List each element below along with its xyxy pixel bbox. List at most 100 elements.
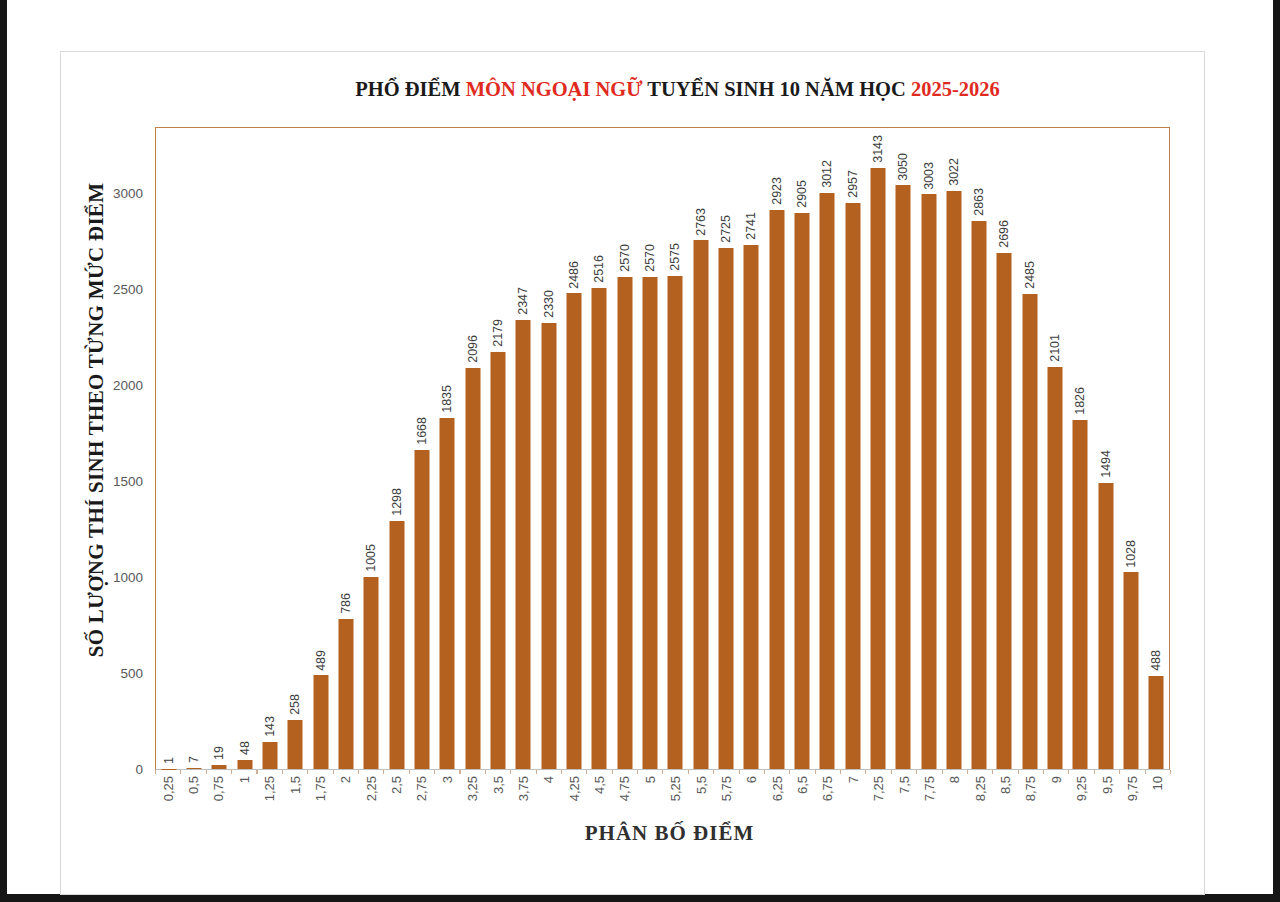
bar (921, 194, 936, 769)
bar-slot: 3012 (815, 128, 840, 769)
bar-value-label: 2516 (593, 255, 606, 283)
bar-value-label: 1668 (416, 417, 429, 445)
y-tick-label: 2500 (95, 283, 143, 297)
x-tick-label: 3,25 (466, 776, 479, 801)
bar-slot: 7 (181, 128, 206, 769)
y-tick-label: 3000 (95, 187, 143, 201)
bar (642, 277, 657, 769)
x-tick-label: 7 (846, 776, 859, 783)
x-tick-label: 4,75 (618, 776, 631, 801)
x-tick-label: 7,75 (922, 776, 935, 801)
bar (389, 521, 404, 769)
bar-value-label: 2741 (745, 212, 758, 240)
x-tick-label: 5,75 (719, 776, 732, 801)
bar-value-label: 1028 (1125, 540, 1138, 568)
bar-slot: 3050 (891, 128, 916, 769)
bar (516, 320, 531, 769)
bar-slot: 2923 (764, 128, 789, 769)
bar (186, 768, 201, 769)
x-tick-label: 4,5 (593, 776, 606, 794)
x-tick-label: 5,5 (694, 776, 707, 794)
bar-value-label: 2570 (618, 244, 631, 272)
bar (364, 577, 379, 769)
bar (769, 210, 784, 769)
x-tick-label: 1,5 (288, 776, 301, 794)
y-tick-label: 1000 (95, 571, 143, 585)
bar-value-label: 143 (264, 716, 277, 737)
bar-slot: 1835 (435, 128, 460, 769)
plot-area: 1719481432584897861005129816681835209621… (155, 127, 1170, 770)
x-axis-title: PHÂN BỐ ĐIỂM (162, 821, 1177, 846)
bar-value-label: 2330 (542, 290, 555, 318)
bars: 1719481432584897861005129816681835209621… (156, 128, 1169, 769)
bar-value-label: 3022 (948, 158, 961, 186)
bar-slot: 1005 (359, 128, 384, 769)
bar-slot: 1 (156, 128, 181, 769)
bar-value-label: 2179 (492, 319, 505, 347)
x-tick-label: 5,25 (669, 776, 682, 801)
bar-slot: 2905 (789, 128, 814, 769)
x-tick-label: 4,25 (567, 776, 580, 801)
bar (338, 619, 353, 769)
bar (946, 191, 961, 769)
bar (870, 168, 885, 769)
bar-value-label: 2575 (669, 243, 682, 271)
page: PHỔ ĐIỂM MÔN NGOẠI NGỮ TUYỂN SINH 10 NĂM… (0, 0, 1280, 902)
bar-value-label: 2485 (1024, 261, 1037, 289)
bar-slot: 2696 (992, 128, 1017, 769)
bar-slot: 3003 (916, 128, 941, 769)
bar-slot: 2741 (739, 128, 764, 769)
bar-slot: 2101 (1042, 128, 1067, 769)
bar (744, 245, 759, 769)
bar-slot: 2516 (587, 128, 612, 769)
x-tick-label: 7,25 (872, 776, 885, 801)
bar (1149, 676, 1164, 769)
bar (288, 720, 303, 769)
bar (1124, 572, 1139, 769)
bar-value-label: 3003 (922, 162, 935, 190)
bar-value-label: 2696 (998, 220, 1011, 248)
bar-slot: 2179 (485, 128, 510, 769)
bar-slot: 48 (232, 128, 257, 769)
bar-slot: 786 (333, 128, 358, 769)
bar (668, 276, 683, 769)
x-tick-label: 8,5 (999, 776, 1012, 794)
bar (1073, 420, 1088, 769)
bar (541, 323, 556, 769)
y-tick-label: 0 (95, 763, 143, 777)
bar (212, 765, 227, 769)
x-tick-label: 6 (745, 776, 758, 783)
bar-value-label: 2347 (517, 287, 530, 315)
x-tick-label: 10 (1151, 776, 1164, 790)
chart-title-part: 2025-2026 (911, 78, 1000, 100)
bar-value-label: 2486 (568, 261, 581, 289)
bar (617, 277, 632, 769)
x-tick-label: 9,75 (1125, 776, 1138, 801)
bar (440, 418, 455, 769)
x-tick-label: 3 (440, 776, 453, 783)
bar-slot: 2485 (1017, 128, 1042, 769)
bar (262, 742, 277, 769)
x-tick-label: 9,5 (1100, 776, 1113, 794)
chart-title: PHỔ ĐIỂM MÔN NGOẠI NGỮ TUYỂN SINH 10 NĂM… (170, 78, 1185, 101)
x-tick-label: 2,75 (415, 776, 428, 801)
bar (490, 352, 505, 769)
bar-slot: 2330 (536, 128, 561, 769)
x-tick-label: 6,5 (796, 776, 809, 794)
bar (972, 221, 987, 769)
bar (845, 203, 860, 769)
bar (693, 240, 708, 769)
bar (1098, 483, 1113, 769)
x-tick-label: 6,25 (770, 776, 783, 801)
x-tick-label: 0,25 (161, 776, 174, 801)
bar-value-label: 7 (188, 756, 201, 763)
bar-slot: 2096 (460, 128, 485, 769)
bar-value-label: 19 (213, 746, 226, 760)
bar-slot: 258 (283, 128, 308, 769)
bar-value-label: 2905 (796, 180, 809, 208)
bar-value-label: 2957 (846, 170, 859, 198)
x-tick-label: 1,75 (313, 776, 326, 801)
x-tick-label: 0,5 (187, 776, 200, 794)
bar-value-label: 488 (1150, 650, 1163, 671)
bar-slot: 2570 (612, 128, 637, 769)
